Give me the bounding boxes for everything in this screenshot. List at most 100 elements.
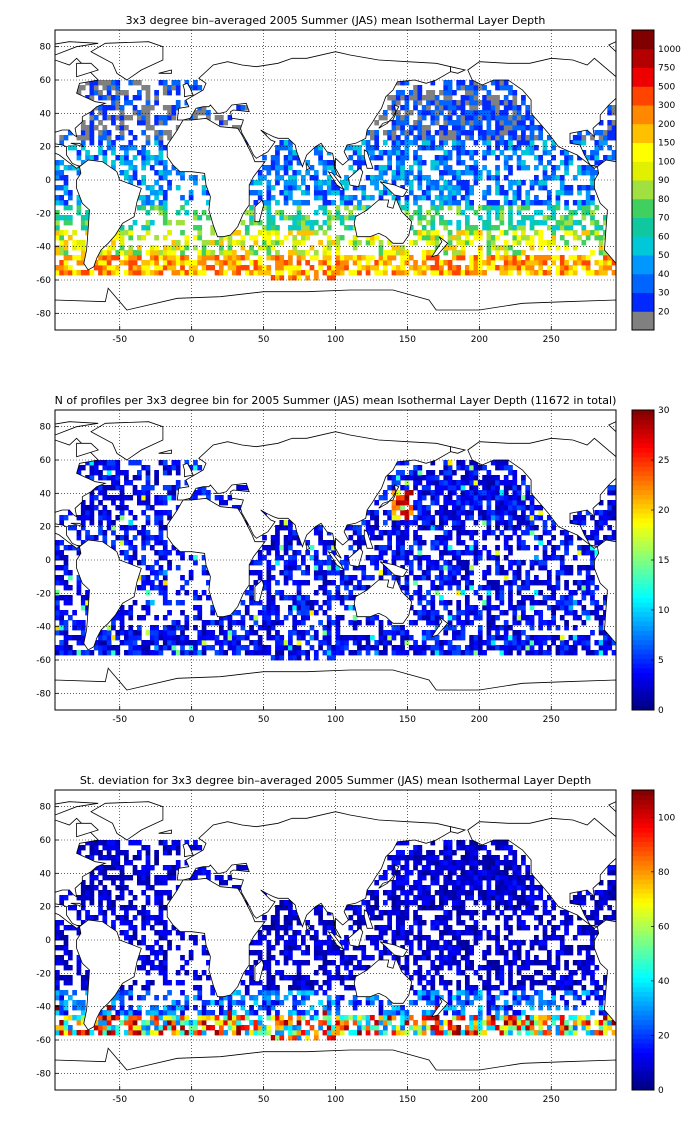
heatmap-cell (141, 510, 147, 516)
heatmap-cell (542, 640, 548, 646)
heatmap-cell (603, 535, 608, 541)
heatmap-cell (529, 130, 535, 136)
heatmap-cell (482, 515, 487, 521)
heatmap-cell (495, 550, 500, 556)
heatmap-cell (439, 110, 444, 116)
heatmap-cell (63, 220, 69, 226)
heatmap-cell (266, 650, 272, 656)
heatmap-cell (102, 885, 108, 891)
heatmap-cell (395, 475, 401, 481)
heatmap-cell (477, 130, 483, 136)
heatmap-cell (382, 110, 388, 116)
heatmap-cell (76, 575, 82, 581)
heatmap-cell (76, 550, 82, 556)
heatmap-cell (395, 580, 401, 586)
heatmap-cell (67, 165, 73, 171)
heatmap-cell (439, 480, 444, 486)
heatmap-cell (508, 145, 513, 151)
heatmap-cell (400, 510, 405, 516)
heatmap-cell (555, 190, 561, 196)
heatmap-cell (486, 230, 492, 236)
heatmap-cell (456, 270, 462, 276)
heatmap-cell (331, 645, 336, 651)
heatmap-cell (85, 530, 90, 536)
heatmap-cell (469, 545, 474, 551)
heatmap-cell (55, 990, 60, 996)
heatmap-cell (201, 210, 207, 216)
heatmap-cell (231, 620, 237, 626)
heatmap-cell (365, 145, 371, 151)
heatmap-cell (439, 265, 444, 271)
heatmap-cell (158, 170, 164, 176)
heatmap-cell (145, 500, 151, 506)
heatmap-cell (473, 225, 479, 231)
heatmap-cell (257, 625, 263, 631)
heatmap-cell (521, 515, 526, 521)
heatmap-cell (175, 240, 181, 246)
heatmap-cell (413, 485, 418, 491)
heatmap-cell (249, 600, 254, 606)
heatmap-cell (98, 865, 103, 871)
heatmap-cell (564, 620, 569, 626)
heatmap-cell (473, 560, 479, 566)
heatmap-cell (111, 145, 116, 151)
heatmap-cell (503, 630, 509, 636)
heatmap-cell (322, 650, 328, 656)
heatmap-cell (400, 500, 405, 506)
coastline (378, 104, 400, 129)
heatmap-cell (136, 995, 142, 1001)
heatmap-cell (296, 185, 302, 191)
heatmap-cell (391, 560, 397, 566)
heatmap-cell (149, 185, 155, 191)
heatmap-cell (490, 150, 496, 156)
heatmap-cell (456, 585, 462, 591)
heatmap-cell (581, 215, 587, 221)
heatmap-cell (594, 510, 600, 516)
heatmap-cell (417, 110, 423, 116)
heatmap-cell (443, 195, 449, 201)
heatmap-cell (452, 650, 457, 656)
heatmap-cell (395, 495, 401, 501)
heatmap-cell (300, 235, 306, 241)
heatmap-cell (486, 125, 492, 131)
heatmap-cell (469, 645, 474, 651)
heatmap-cell (136, 180, 142, 186)
heatmap-cell (55, 545, 60, 551)
heatmap-cell (167, 865, 172, 871)
heatmap-cell (607, 510, 613, 516)
heatmap-cell (365, 645, 371, 651)
heatmap-cell (197, 635, 203, 641)
heatmap-cell (292, 245, 298, 251)
heatmap-cell (326, 215, 332, 221)
heatmap-cell (154, 915, 159, 921)
heatmap-cell (184, 200, 190, 206)
heatmap-cell (521, 95, 526, 101)
heatmap-cell (132, 460, 138, 466)
heatmap-cell (141, 120, 147, 126)
heatmap-cell (525, 545, 531, 551)
heatmap-cell (525, 125, 531, 131)
heatmap-cell (201, 570, 207, 576)
heatmap-cell (434, 590, 440, 596)
heatmap-cell (331, 595, 336, 601)
heatmap-cell (486, 110, 492, 116)
heatmap-cell (270, 240, 276, 246)
colorbar-swatch (632, 438, 654, 444)
heatmap-cell (223, 235, 229, 241)
heatmap-cell (482, 140, 487, 146)
heatmap-cell (115, 135, 121, 141)
heatmap-cell (512, 125, 518, 131)
heatmap-cell (426, 480, 431, 486)
heatmap-cell (132, 1025, 138, 1031)
colorbar-swatch (632, 255, 654, 275)
heatmap-cell (128, 245, 134, 251)
heatmap-cell (464, 495, 470, 501)
heatmap-cell (430, 600, 436, 606)
heatmap-cell (490, 585, 496, 591)
heatmap-cell (106, 905, 112, 911)
heatmap-cell (538, 615, 544, 621)
heatmap-cell (331, 165, 336, 171)
heatmap-cell (460, 125, 466, 131)
heatmap-cell (188, 115, 194, 121)
heatmap-cell (611, 490, 616, 496)
